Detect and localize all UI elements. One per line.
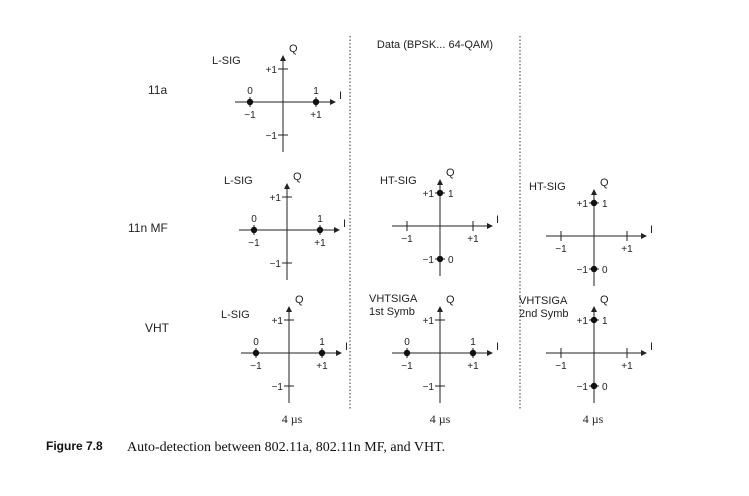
row-label-11a: 11a	[148, 83, 167, 97]
point-zero-label: 0	[253, 337, 259, 348]
point-zero-label: 0	[247, 86, 253, 97]
q-plus-one-label: +1	[577, 199, 589, 210]
constellation-subtitle: 2nd Symb	[519, 308, 569, 320]
i-minus-one-label: −1	[555, 361, 567, 372]
q-plus-one-label: +1	[423, 316, 435, 327]
i-plus-one-label: +1	[621, 361, 633, 372]
q-plus-one-label: +1	[423, 189, 435, 200]
constellation-title: HT-SIG	[529, 181, 566, 193]
i-plus-one-label: +1	[467, 361, 479, 372]
point-zero	[590, 265, 598, 273]
constellation-subtitle: 1st Symb	[369, 306, 415, 318]
q-axis-label: Q	[600, 294, 609, 306]
i-plus-one-label: +1	[316, 361, 328, 372]
point-zero	[246, 98, 254, 106]
i-plus-one-label: +1	[310, 110, 322, 121]
point-one-label: 1	[317, 214, 323, 225]
q-plus-one-label: +1	[270, 193, 282, 204]
point-one-label: 1	[602, 316, 608, 327]
q-minus-one-label: −1	[270, 259, 282, 270]
i-axis-label: I	[343, 218, 346, 230]
q-minus-one-label: −1	[423, 382, 435, 393]
q-axis-label: Q	[600, 177, 609, 189]
point-one-label: 1	[448, 189, 454, 200]
i-axis-label: I	[496, 341, 499, 353]
point-one	[590, 199, 598, 207]
i-axis-label: I	[650, 341, 653, 353]
point-one	[316, 226, 324, 234]
point-zero-label: 0	[602, 265, 608, 276]
constellation-1: Q I +1 −1 −1 +1 0 1 L-SIG	[212, 43, 342, 152]
i-axis-label: I	[345, 341, 348, 353]
point-one-label: 1	[470, 337, 476, 348]
q-axis-label: Q	[295, 294, 304, 306]
point-one	[590, 316, 598, 324]
data-header: Data (BPSK... 64-QAM)	[377, 39, 493, 51]
figure-number: Figure 7.8	[46, 439, 103, 453]
constellation-plots: Q I +1 −1 −1 +1 0 1 L-SIG Q I +1 −1 −1 +1 0 1 L-SIG Q I +1 −1…	[212, 43, 653, 403]
q-axis-label: Q	[446, 294, 455, 306]
i-minus-one-label: −1	[401, 234, 413, 245]
constellation-title: L-SIG	[221, 309, 250, 321]
q-plus-one-label: +1	[266, 65, 278, 76]
point-zero	[403, 349, 411, 357]
constellation-2: Q I +1 −1 −1 +1 0 1 L-SIG	[224, 171, 346, 280]
point-zero	[590, 382, 598, 390]
i-minus-one-label: −1	[555, 244, 567, 255]
constellation-title: HT-SIG	[380, 175, 417, 187]
q-axis-label: Q	[289, 43, 298, 55]
q-minus-one-label: −1	[577, 265, 589, 276]
i-minus-one-label: −1	[248, 238, 260, 249]
q-minus-one-label: −1	[272, 382, 284, 393]
point-zero-label: 0	[251, 214, 257, 225]
i-minus-one-label: −1	[244, 110, 256, 121]
point-one	[312, 98, 320, 106]
i-minus-one-label: −1	[250, 361, 262, 372]
point-one	[436, 189, 444, 197]
constellation-title: VHTSIGA	[369, 293, 418, 305]
constellation-title: L-SIG	[224, 175, 253, 187]
duration-sig2: 4 µs	[430, 412, 451, 426]
i-minus-one-label: −1	[401, 361, 413, 372]
q-minus-one-label: −1	[577, 382, 589, 393]
point-zero	[436, 255, 444, 263]
i-axis-label: I	[339, 90, 342, 102]
q-minus-one-label: −1	[423, 255, 435, 266]
i-axis-label: I	[650, 224, 653, 236]
i-axis-label: I	[496, 214, 499, 226]
point-one-label: 1	[319, 337, 325, 348]
i-plus-one-label: +1	[467, 234, 479, 245]
duration-lsig: 4 µs	[282, 412, 303, 426]
i-plus-one-label: +1	[314, 238, 326, 249]
i-plus-one-label: +1	[621, 244, 633, 255]
point-one	[318, 349, 326, 357]
point-one-label: 1	[602, 199, 608, 210]
constellation-4: Q I +1 −1 −1 +1 1 0 HT-SIG	[529, 177, 653, 286]
point-one-label: 1	[313, 86, 319, 97]
figure-caption: Auto-detection between 802.11a, 802.11n …	[127, 440, 445, 455]
point-zero-label: 0	[448, 255, 454, 266]
constellation-3: Q I +1 −1 −1 +1 1 0 HT-SIG	[380, 167, 499, 276]
constellation-5: Q I +1 −1 −1 +1 0 1 L-SIG	[221, 294, 348, 403]
q-plus-one-label: +1	[272, 316, 284, 327]
point-zero	[252, 349, 260, 357]
constellation-title: VHTSIGA	[519, 295, 568, 307]
row-label-vht: VHT	[145, 321, 170, 335]
point-zero-label: 0	[404, 337, 410, 348]
q-minus-one-label: −1	[266, 131, 278, 142]
duration-sig3: 4 µs	[583, 412, 604, 426]
constellation-title: L-SIG	[212, 55, 241, 67]
row-label-11n-mf: 11n MF	[128, 221, 168, 235]
q-axis-label: Q	[446, 167, 455, 179]
q-plus-one-label: +1	[577, 316, 589, 327]
point-zero	[250, 226, 258, 234]
point-zero-label: 0	[602, 382, 608, 393]
point-one	[469, 349, 477, 357]
q-axis-label: Q	[293, 171, 302, 183]
